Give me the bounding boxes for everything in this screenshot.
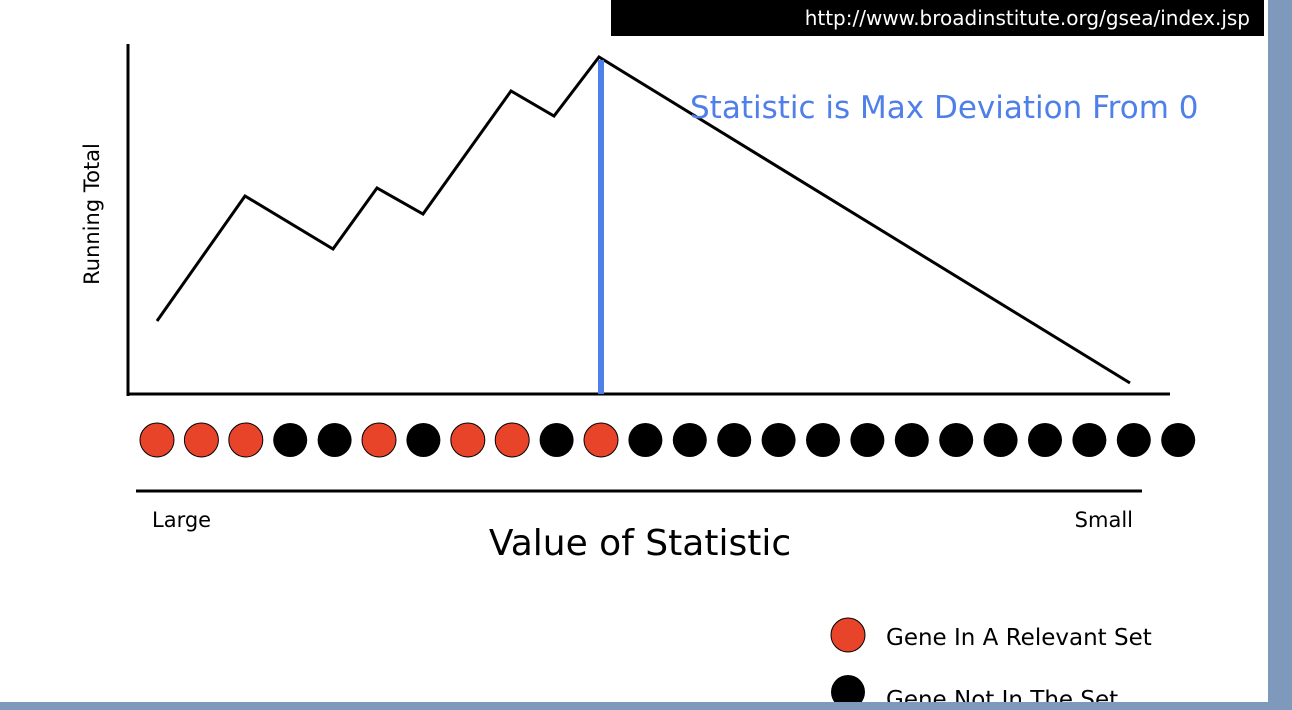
gene-dot-other bbox=[1028, 423, 1062, 457]
legend-other-icon bbox=[831, 675, 865, 709]
gene-dot-relevant bbox=[583, 422, 619, 458]
legend-relevant-label: Gene In A Relevant Set bbox=[886, 625, 1152, 651]
gene-dot-other bbox=[983, 423, 1018, 457]
legend-relevant-icon bbox=[830, 617, 866, 653]
axis-right-label: Small bbox=[1075, 508, 1133, 532]
gene-dot-other bbox=[628, 423, 663, 457]
axis-title: Value of Statistic bbox=[489, 523, 791, 564]
gene-dot-relevant bbox=[183, 422, 219, 458]
gene-dot-other bbox=[406, 423, 441, 457]
gene-dot-other bbox=[1161, 423, 1196, 457]
y-axis-label: Running Total bbox=[80, 143, 104, 285]
gene-dot-relevant bbox=[450, 422, 486, 458]
gene-dot-other bbox=[1072, 423, 1107, 457]
gene-dot-other bbox=[1116, 423, 1151, 457]
source-url-banner: http://www.broadinstitute.org/gsea/index… bbox=[611, 0, 1264, 36]
gene-dot-other bbox=[273, 423, 308, 457]
frame-bottom-border bbox=[0, 702, 1292, 710]
gene-dot-other bbox=[894, 423, 929, 457]
max-deviation-annotation: Statistic is Max Deviation From 0 bbox=[690, 90, 1199, 126]
axis-left-label: Large bbox=[152, 508, 211, 532]
gene-dot-relevant bbox=[139, 422, 175, 458]
gene-dot-other bbox=[717, 423, 752, 457]
gene-dot-other bbox=[761, 423, 796, 457]
frame-right-border bbox=[1268, 0, 1292, 710]
gene-dot-other bbox=[539, 423, 574, 457]
gene-dot-other bbox=[939, 423, 974, 457]
gene-dot-relevant bbox=[494, 422, 530, 458]
source-url-text: http://www.broadinstitute.org/gsea/index… bbox=[804, 6, 1250, 30]
gene-dot-other bbox=[672, 423, 707, 457]
gene-dot-other bbox=[806, 423, 840, 457]
running-total-line bbox=[155, 55, 1131, 385]
gene-dot-other bbox=[850, 423, 885, 457]
gene-dots bbox=[139, 422, 1196, 458]
gene-dot-relevant bbox=[361, 422, 397, 458]
gene-dot-other bbox=[317, 423, 352, 457]
gene-dot-relevant bbox=[228, 422, 264, 458]
